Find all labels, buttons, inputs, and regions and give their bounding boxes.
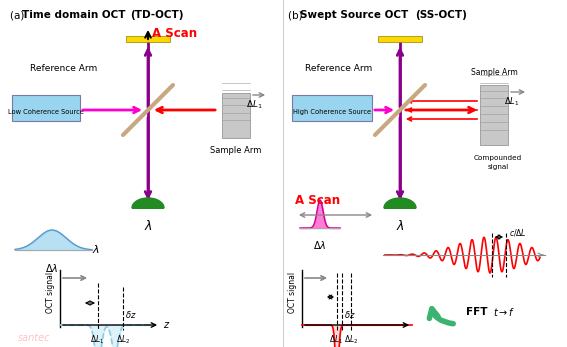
Text: FFT: FFT <box>466 307 488 317</box>
Text: (TD-OCT): (TD-OCT) <box>130 10 184 20</box>
Bar <box>12 95 80 121</box>
Text: $\Delta L_2$: $\Delta L_2$ <box>116 333 130 346</box>
Text: $\delta z$: $\delta z$ <box>125 310 137 321</box>
Text: OCT signal: OCT signal <box>288 272 297 313</box>
Polygon shape <box>384 198 416 208</box>
Text: $\Delta L_2$: $\Delta L_2$ <box>344 333 358 346</box>
Bar <box>480 85 508 145</box>
Text: Reference Arm: Reference Arm <box>30 64 98 73</box>
Text: $c/\Delta L$: $c/\Delta L$ <box>509 228 527 238</box>
Text: (b): (b) <box>288 10 306 20</box>
Text: $\Delta L_1$: $\Delta L_1$ <box>90 333 104 346</box>
Text: $\Delta\lambda$: $\Delta\lambda$ <box>314 239 327 251</box>
Text: $t \rightarrow f$: $t \rightarrow f$ <box>493 306 515 318</box>
Text: A Scan: A Scan <box>152 26 197 40</box>
Text: Time domain OCT: Time domain OCT <box>22 10 125 20</box>
Text: (a): (a) <box>10 10 28 20</box>
Text: $\Delta\lambda$: $\Delta\lambda$ <box>45 262 59 274</box>
Text: $\Delta L_1$: $\Delta L_1$ <box>329 333 343 346</box>
Bar <box>222 93 250 137</box>
Text: High Coherence Source: High Coherence Source <box>293 109 371 115</box>
Text: z: z <box>163 320 168 330</box>
Text: Low Coherence Source: Low Coherence Source <box>8 109 84 115</box>
Text: $\lambda$: $\lambda$ <box>396 219 404 233</box>
Text: $\Delta L_1$: $\Delta L_1$ <box>246 99 263 111</box>
Bar <box>126 36 170 42</box>
Text: $\lambda$: $\lambda$ <box>92 243 100 255</box>
Text: Sample Arm: Sample Arm <box>210 146 262 155</box>
Text: Sample Arm: Sample Arm <box>471 68 517 76</box>
Bar <box>378 36 422 42</box>
Text: $\Delta L_1$: $\Delta L_1$ <box>504 96 519 108</box>
Text: A Scan: A Scan <box>295 194 340 206</box>
Text: Reference Arm: Reference Arm <box>305 64 373 73</box>
Text: santec: santec <box>18 333 50 343</box>
Text: $\delta z$: $\delta z$ <box>344 310 356 321</box>
Bar <box>292 95 372 121</box>
Text: Swept Source OCT: Swept Source OCT <box>300 10 408 20</box>
Text: OCT signal: OCT signal <box>46 272 55 313</box>
Text: Compounded: Compounded <box>474 155 522 161</box>
Text: $\lambda$: $\lambda$ <box>143 219 153 233</box>
Text: signal: signal <box>488 164 509 170</box>
Polygon shape <box>132 198 164 208</box>
Text: (SS-OCT): (SS-OCT) <box>415 10 467 20</box>
